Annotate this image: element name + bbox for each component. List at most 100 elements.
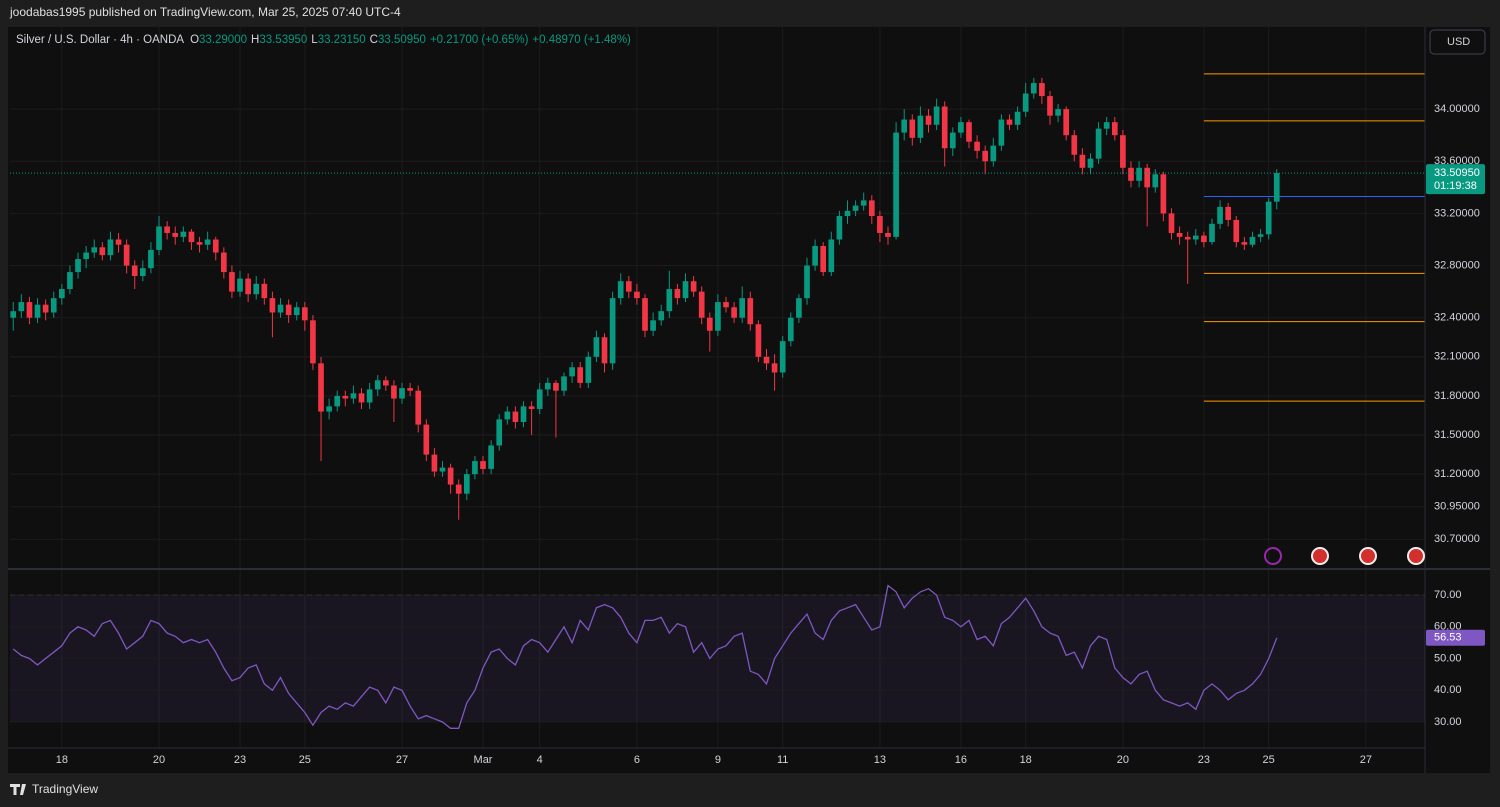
candle-body <box>868 200 875 217</box>
logo <box>10 784 26 795</box>
candle-body <box>958 122 964 133</box>
y-tick-label: 33.20000 <box>1434 207 1480 219</box>
y-tick-label: 32.40000 <box>1434 312 1480 324</box>
candle-body <box>1257 234 1264 237</box>
candle-body <box>1184 236 1191 240</box>
candle-body <box>617 281 624 299</box>
candle-body <box>634 291 640 299</box>
candle-body <box>34 304 41 318</box>
candle-body <box>358 393 365 403</box>
candle-body <box>269 298 276 313</box>
candle-body <box>625 281 632 292</box>
x-tick-label: 18 <box>56 754 68 766</box>
candle-body <box>901 119 908 133</box>
y-tick-label: 31.80000 <box>1434 390 1480 402</box>
candle-body <box>812 246 818 266</box>
candle-body <box>1120 135 1126 168</box>
y-tick-label: 60.00 <box>1434 621 1462 633</box>
candle-body <box>828 239 835 273</box>
candle-body <box>1265 201 1272 235</box>
x-tick-label: 11 <box>777 754 788 766</box>
candle-body <box>949 132 956 149</box>
candle-body <box>1039 83 1045 97</box>
event-icon[interactable] <box>1359 547 1377 565</box>
candle-body <box>67 272 73 290</box>
candle-body <box>1168 213 1175 233</box>
candle-body <box>1201 235 1207 243</box>
candle-body <box>164 226 170 233</box>
x-tick-label: 13 <box>874 754 886 766</box>
candle-body <box>18 302 25 312</box>
candle-body <box>237 278 243 292</box>
candle-body <box>1128 167 1134 181</box>
candle-body <box>561 376 567 391</box>
x-tick-label: 6 <box>634 754 640 766</box>
candle-body <box>496 419 503 446</box>
event-icon[interactable] <box>1311 547 1329 565</box>
candle-body <box>148 249 154 269</box>
candle-body <box>893 132 899 237</box>
candle-body <box>139 268 146 276</box>
candle-body <box>1071 135 1078 155</box>
candle-body <box>577 367 584 383</box>
candle-body <box>455 484 462 494</box>
candle-body <box>609 298 616 364</box>
candle-body <box>1014 111 1021 125</box>
o-value: 33.29000 <box>199 34 247 46</box>
y-tick-label: 70.00 <box>1434 589 1462 601</box>
candle-body <box>391 385 397 399</box>
event-icon[interactable] <box>1264 547 1282 565</box>
x-tick-label: 25 <box>1263 754 1275 766</box>
h-value: 33.53950 <box>259 34 307 46</box>
candle-body <box>1241 242 1248 245</box>
change-2: +0.48970 (+1.48%) <box>532 34 631 46</box>
candle-body <box>706 317 713 331</box>
x-tick-label: 18 <box>1020 754 1032 766</box>
candle-body <box>723 302 729 308</box>
candle-body <box>877 216 883 233</box>
candle-body <box>933 106 940 125</box>
c-label: C <box>370 34 378 46</box>
candle-body <box>75 259 81 273</box>
candle-body <box>1095 128 1102 159</box>
y-tick-label: 32.10000 <box>1434 351 1480 363</box>
candle-body <box>188 231 195 243</box>
candle-body <box>763 356 770 364</box>
l-value: 33.23150 <box>318 34 366 46</box>
candle-body <box>779 341 786 373</box>
candle-body <box>1152 174 1159 188</box>
event-icon[interactable] <box>1407 547 1425 565</box>
x-tick-label: 27 <box>396 754 408 766</box>
candle-body <box>925 115 932 125</box>
candle-body <box>220 252 227 273</box>
candle-body <box>852 205 859 211</box>
candle-body <box>180 231 187 237</box>
candle-body <box>990 145 997 162</box>
x-tick-label: 9 <box>715 754 721 766</box>
y-tick-label: 30.95000 <box>1434 501 1480 513</box>
event-icons <box>1264 547 1425 565</box>
candle-body <box>569 367 575 377</box>
candle-body <box>601 337 608 364</box>
y-tick-label: 30.00 <box>1434 716 1462 728</box>
candle-body <box>666 289 673 312</box>
candle-body <box>747 298 754 325</box>
candle-body <box>690 281 697 292</box>
candle-body <box>196 242 203 245</box>
x-tick-label: 23 <box>234 754 246 766</box>
candle-body <box>553 382 559 391</box>
candle-body <box>91 247 98 253</box>
candle-body <box>674 289 681 299</box>
candle-body <box>245 278 251 295</box>
candle-body <box>804 265 810 299</box>
candle-body <box>536 389 543 409</box>
currency-button[interactable] <box>1429 29 1486 55</box>
candle-body <box>966 122 972 142</box>
x-tick-label: 20 <box>1117 754 1129 766</box>
candle-body <box>310 320 316 364</box>
legend: Silver / U.S. Dollar · 4h · OANDA O33.290… <box>16 34 631 46</box>
change: +0.21700 (+0.65%) <box>430 34 529 46</box>
candle-body <box>909 119 916 138</box>
candle-body <box>488 445 494 469</box>
